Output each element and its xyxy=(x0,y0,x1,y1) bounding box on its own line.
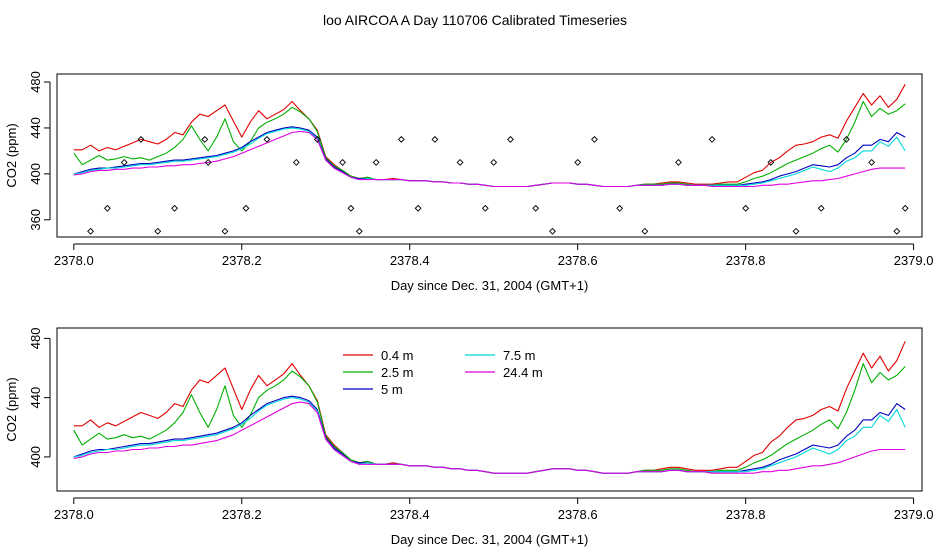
data-marker xyxy=(507,135,514,143)
top-chart-panel: 2378.0 2378.2 2378.4 2378.6 2378.8 2379.0 360 4… xyxy=(4,71,933,293)
x-tick-label: 2378.6 xyxy=(558,253,598,268)
data-marker xyxy=(154,227,162,235)
y-tick-label: 440 xyxy=(28,117,43,139)
data-marker xyxy=(347,204,355,212)
legend-label: 7.5 m xyxy=(503,348,536,363)
data-marker xyxy=(591,135,598,143)
data-marker xyxy=(103,204,111,212)
legend-label: 24.4 m xyxy=(503,365,543,380)
x-tick-label: 2378.8 xyxy=(726,507,766,522)
series-line-1 xyxy=(73,100,906,188)
data-marker xyxy=(87,227,95,235)
y-tick-label: 400 xyxy=(28,163,43,185)
y-tick-label: 440 xyxy=(28,387,43,409)
y-tick-label: 480 xyxy=(28,71,43,93)
x-tick-label: 2378.2 xyxy=(222,507,262,522)
data-marker xyxy=(767,158,775,166)
legend-label: 5 m xyxy=(381,382,403,397)
data-marker xyxy=(549,227,556,235)
legend-label: 2.5 m xyxy=(381,365,414,380)
data-marker xyxy=(221,227,229,235)
series-line-4 xyxy=(73,130,906,188)
data-marker xyxy=(456,158,464,166)
plot-frame xyxy=(56,327,923,492)
data-marker xyxy=(868,158,876,166)
data-marker xyxy=(641,227,649,235)
figure-title: loo AIRCOA A Day 110706 Calibrated Times… xyxy=(323,12,627,28)
data-marker xyxy=(574,158,582,166)
x-tick-label: 2378.6 xyxy=(558,507,598,522)
data-marker xyxy=(397,135,405,143)
data-marker xyxy=(263,135,271,143)
x-axis-title: Day since Dec. 31, 2004 (GMT+1) xyxy=(391,532,589,547)
data-marker xyxy=(372,158,380,166)
legend-label: 0.4 m xyxy=(381,348,414,363)
data-marker xyxy=(414,204,422,212)
data-marker xyxy=(616,204,624,212)
data-marker xyxy=(431,135,439,143)
plot-frame xyxy=(56,73,923,238)
x-tick-label: 2378.4 xyxy=(390,507,430,522)
data-marker xyxy=(742,204,750,212)
y-axis-title: CO2 (ppm) xyxy=(4,123,19,187)
x-tick-label: 2378.2 xyxy=(222,253,262,268)
x-tick-label: 2379.0 xyxy=(894,253,934,268)
series-line-0 xyxy=(73,84,906,188)
x-tick-label: 2379.0 xyxy=(894,507,934,522)
data-marker xyxy=(792,227,800,235)
y-axis-title: CO2 (ppm) xyxy=(4,377,19,441)
y-tick-label: 400 xyxy=(28,446,43,468)
data-marker xyxy=(901,204,909,212)
series-line-4 xyxy=(73,401,906,474)
series-line-1 xyxy=(73,363,906,474)
data-marker xyxy=(171,204,179,212)
x-tick-label: 2378.8 xyxy=(726,253,766,268)
data-marker xyxy=(339,158,346,166)
y-tick-label: 480 xyxy=(28,328,43,350)
data-marker xyxy=(204,158,212,166)
data-marker xyxy=(201,135,209,143)
data-marker xyxy=(842,135,850,143)
x-tick-label: 2378.0 xyxy=(54,253,94,268)
data-marker xyxy=(490,158,498,166)
data-marker xyxy=(292,158,300,166)
bottom-chart-panel: 2378.0 2378.2 2378.4 2378.6 2378.8 2379.0 400 4… xyxy=(4,327,934,547)
x-axis-title: Day since Dec. 31, 2004 (GMT+1) xyxy=(391,278,589,293)
series-line-0 xyxy=(73,341,906,474)
data-marker xyxy=(532,204,540,212)
data-marker xyxy=(355,227,363,235)
y-tick-label: 360 xyxy=(28,209,43,231)
data-marker xyxy=(137,135,145,143)
data-marker xyxy=(120,158,128,166)
data-marker xyxy=(242,204,250,212)
data-marker xyxy=(675,158,682,166)
data-marker xyxy=(817,204,825,212)
data-marker xyxy=(708,135,716,143)
x-tick-label: 2378.0 xyxy=(54,507,94,522)
data-marker xyxy=(313,135,321,143)
x-tick-label: 2378.4 xyxy=(390,253,430,268)
data-marker xyxy=(481,204,489,212)
data-marker xyxy=(893,227,901,235)
